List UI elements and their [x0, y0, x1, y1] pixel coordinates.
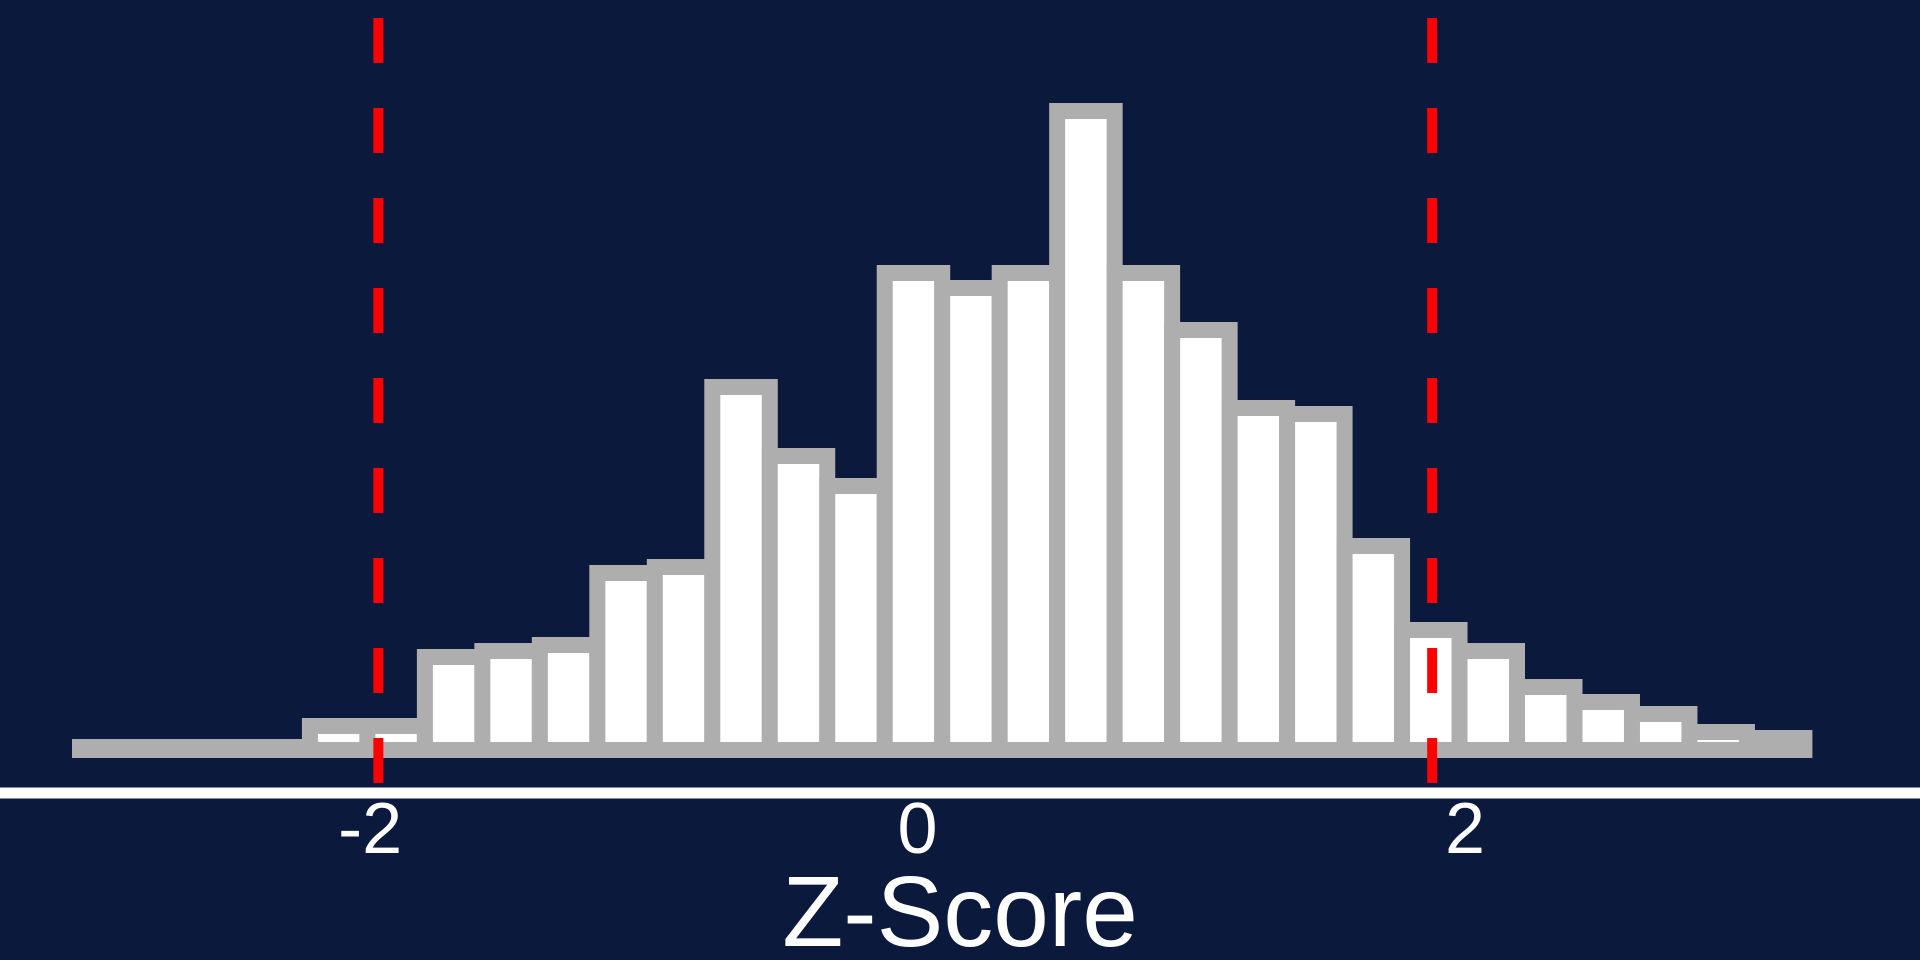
histogram-bar: [1509, 679, 1583, 758]
histogram-bar: [1623, 706, 1698, 758]
histogram-bar: [244, 739, 318, 758]
histogram-bar: [416, 649, 491, 758]
x-axis-label: Z-Score: [782, 856, 1138, 960]
histogram-bar: [1164, 322, 1238, 758]
histogram-bar: [72, 739, 146, 758]
histogram-bar: [1566, 694, 1640, 758]
histogram-bar: [704, 379, 778, 758]
x-tick-labels-group: -2 0 2: [338, 789, 1485, 869]
x-tick-label: 2: [1445, 789, 1485, 869]
histogram-bar: [1738, 730, 1813, 758]
x-tick-label: 0: [898, 789, 938, 869]
histogram-bar: [129, 739, 203, 758]
histogram-bar: [991, 265, 1066, 758]
histogram-bar: [1451, 643, 1526, 758]
histogram-bar: [934, 280, 1008, 758]
histogram-bar: [1106, 265, 1181, 758]
histogram-bar: [1049, 103, 1123, 758]
histogram-bar: [531, 637, 606, 758]
bars-group: [72, 103, 1813, 758]
histogram-bar: [876, 265, 951, 758]
histogram-bar: [301, 718, 376, 758]
histogram-bar: [1279, 406, 1353, 758]
histogram-bar: [1681, 724, 1755, 758]
histogram-bar: [761, 448, 836, 758]
histogram-bar: [474, 643, 548, 758]
histogram-bar: [646, 559, 721, 758]
histogram-bar: [819, 478, 893, 758]
histogram-bar: [1221, 400, 1296, 758]
reference-lines-group: [373, 18, 1438, 790]
x-tick-label: -2: [338, 789, 402, 869]
histogram-bar: [1336, 538, 1411, 758]
histogram-bar: [186, 739, 261, 758]
histogram-bar: [589, 565, 663, 758]
